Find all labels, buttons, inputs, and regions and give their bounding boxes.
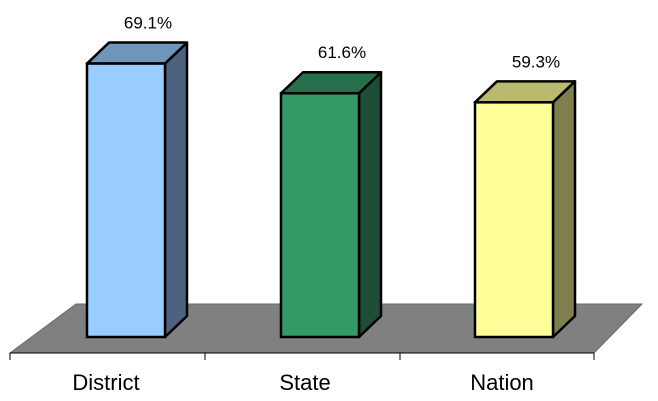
value-label: 69.1% [124,14,172,33]
bar-side-face [551,80,577,339]
value-labels-group: 69.1% 61.6% 59.3% [124,14,560,72]
bar-district [85,41,189,339]
bars-group [85,41,577,339]
category-labels-group: District State Nation [72,370,533,395]
bar-front-face [85,62,167,339]
bar-state [279,70,383,339]
category-label: District [72,370,139,395]
bar-front-face [473,101,555,339]
bar-nation [473,80,577,339]
bar-side-face [163,41,189,339]
value-label: 59.3% [512,52,560,71]
bar-front-face [279,91,361,339]
value-label: 61.6% [318,43,366,62]
category-label: Nation [470,370,534,395]
bar-side-face [357,70,383,339]
x-axis-ticks [9,353,595,360]
category-label: State [279,370,330,395]
